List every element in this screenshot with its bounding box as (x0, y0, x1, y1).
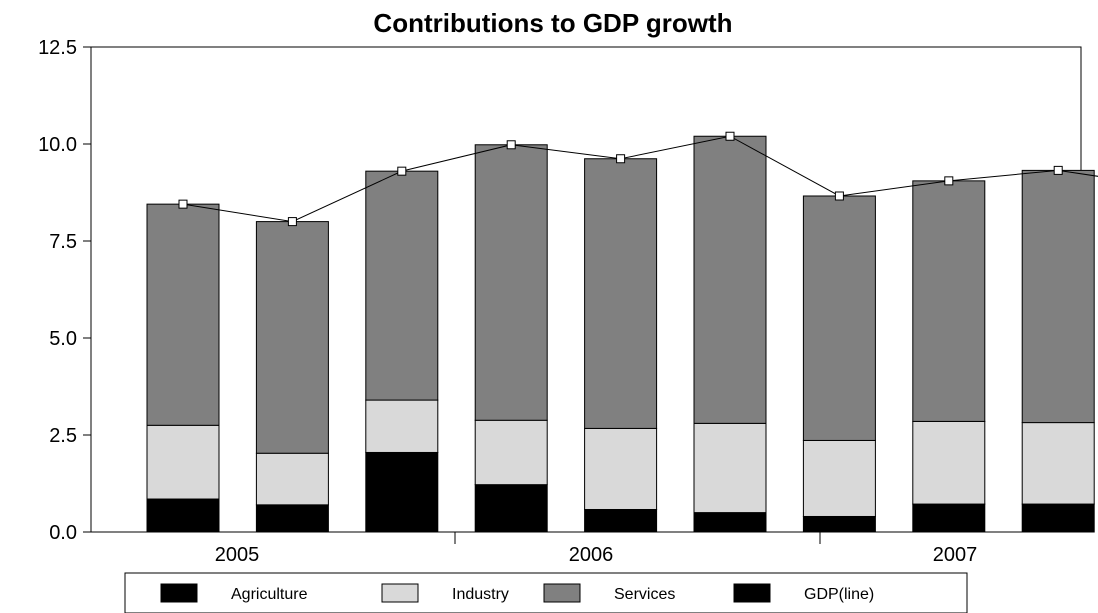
bar-agriculture (146, 498, 220, 533)
legend-swatch-agriculture (160, 583, 198, 603)
bar-industry (584, 427, 658, 510)
x-tick-label: 2006 (569, 544, 614, 566)
legend-swatch-gdpline (733, 583, 771, 603)
gdp-point (287, 217, 297, 227)
gdp-point (944, 176, 954, 186)
bar-services (912, 180, 986, 422)
bar-agriculture (1021, 503, 1095, 533)
bar-services (365, 170, 439, 401)
y-tick-label: 2.5 (49, 425, 77, 447)
gdp-point (397, 166, 407, 176)
y-tick-label: 12.5 (38, 37, 77, 59)
bar-agriculture (255, 504, 329, 533)
gdp-point (725, 131, 735, 141)
y-axis: 0.0 2.5 5.0 7.5 10.0 12.5 (38, 37, 91, 544)
legend: Agriculture Industry Services GDP(line) (124, 572, 968, 613)
x-tick-label: 2005 (215, 544, 260, 566)
gdp-point (506, 140, 516, 150)
bar-agriculture (365, 451, 439, 533)
gdp-line (182, 135, 1098, 223)
bar-agriculture (474, 484, 548, 533)
legend-label: Industry (452, 586, 509, 603)
chart-title: Contributions to GDP growth (373, 8, 732, 38)
x-axis: 2005 2006 2007 (215, 532, 978, 566)
gdp-point (834, 191, 844, 201)
x-tick-label: 2007 (933, 544, 978, 566)
y-tick-label: 5.0 (49, 328, 77, 350)
bar-agriculture (802, 515, 876, 533)
y-tick-label: 0.0 (49, 522, 77, 544)
legend-swatch-industry (381, 583, 419, 603)
bar-services (146, 203, 220, 426)
bar-industry (146, 424, 220, 500)
bar-industry (255, 452, 329, 506)
bar-services (802, 195, 876, 441)
bar-industry (912, 420, 986, 505)
gdp-point (178, 199, 188, 209)
bar-industry (474, 419, 548, 486)
bar-services (474, 144, 548, 421)
bar-agriculture (584, 508, 658, 533)
y-tick-label: 10.0 (38, 134, 77, 156)
legend-label: GDP(line) (804, 586, 874, 603)
bar-agriculture (693, 512, 767, 533)
bar-services (1021, 169, 1095, 424)
legend-label: Agriculture (231, 586, 308, 603)
bar-industry (365, 399, 439, 453)
bar-agriculture (912, 503, 986, 533)
bar-services (693, 135, 767, 424)
bar-industry (802, 439, 876, 517)
legend-label: Services (614, 586, 675, 603)
y-tick-label: 7.5 (49, 231, 77, 253)
bar-services (584, 158, 658, 429)
bar-industry (693, 422, 767, 514)
gdp-point (1053, 165, 1063, 175)
legend-swatch-services (543, 583, 581, 603)
gdp-point (616, 154, 626, 164)
bar-services (255, 221, 329, 454)
plot-area (90, 46, 1098, 533)
bar-industry (1021, 422, 1095, 505)
